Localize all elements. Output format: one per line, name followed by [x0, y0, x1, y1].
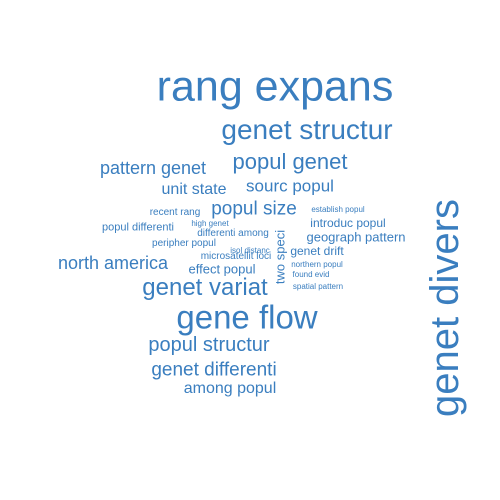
word-29: spatial pattern [292, 282, 344, 291]
word-23: microsatellit loci [200, 251, 272, 262]
word-11: sourc popul [246, 176, 334, 196]
word-26: establish popul [311, 205, 365, 214]
word-21: recent rang [149, 207, 201, 218]
word-4: genet variat [142, 274, 268, 301]
word-6: pattern genet [99, 158, 207, 178]
word-24: high genet [191, 219, 229, 228]
word-17: introduc popul [310, 216, 386, 230]
word-2: genet structur [221, 114, 393, 145]
word-28: found evid [292, 270, 330, 279]
word-16: effect popul [188, 261, 256, 277]
word-8: north america [57, 253, 169, 273]
word-14: geograph pattern [306, 229, 406, 245]
word-10: genet differenti [151, 359, 277, 381]
word-3: gene flow [176, 298, 318, 336]
word-18: genet drift [290, 244, 344, 258]
word-12: unit state [161, 181, 227, 198]
word-27: northern popul [291, 260, 343, 269]
word-13: among popul [183, 380, 277, 397]
word-9: popul structur [148, 334, 270, 356]
word-20: peripher popul [152, 238, 216, 249]
word-25: isol distanc [230, 246, 270, 255]
word-5: popul genet [232, 149, 348, 174]
word-0: rang expans [156, 62, 394, 111]
word-22: differenti among [197, 228, 269, 239]
word-7: popul size [211, 198, 297, 220]
word-19: popul differenti [102, 221, 174, 234]
word-1: genet divers [423, 199, 467, 417]
word-15: two speci [272, 229, 288, 285]
